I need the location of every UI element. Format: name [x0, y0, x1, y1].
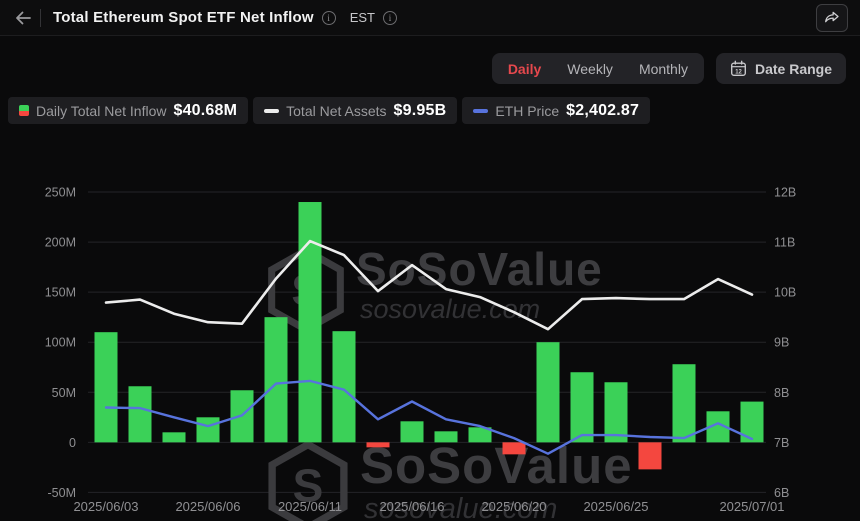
- inflow-bar[interactable]: [570, 372, 594, 443]
- legend-value: $9.95B: [393, 101, 447, 119]
- right-axis-tick: 8B: [774, 386, 789, 400]
- x-axis-label: 2025/06/25: [583, 499, 648, 514]
- inflow-bar[interactable]: [706, 411, 730, 443]
- watermark-brand: SoSoValue: [360, 437, 633, 494]
- watermark-brand: SoSoValue: [356, 243, 603, 295]
- net-assets-line: [104, 239, 754, 331]
- legend-item-eth-price[interactable]: ETH Price $2,402.87: [462, 97, 651, 124]
- right-axis-tick: 10B: [774, 286, 796, 300]
- left-axis-tick: 50M: [52, 386, 76, 400]
- legend-value: $40.68M: [173, 101, 238, 119]
- inflow-bar[interactable]: [468, 427, 492, 443]
- right-axis-tick: 6B: [774, 486, 789, 500]
- legend-label: ETH Price: [495, 102, 560, 119]
- x-axis-label: 2025/06/11: [278, 499, 342, 514]
- bar-marker-icon: [19, 105, 29, 116]
- legend-value: $2,402.87: [566, 101, 640, 119]
- date-range-label: Date Range: [754, 60, 832, 77]
- left-axis-tick: -50M: [48, 486, 76, 500]
- header-divider: [40, 8, 41, 27]
- watermark-domain: sosovalue.com: [364, 493, 558, 521]
- inflow-bar[interactable]: [366, 442, 390, 448]
- legend-item-net-inflow[interactable]: Daily Total Net Inflow $40.68M: [8, 97, 249, 124]
- inflow-bar[interactable]: [264, 317, 288, 443]
- x-axis-label: 2025/06/03: [73, 499, 138, 514]
- inflow-bar[interactable]: [638, 442, 662, 470]
- back-button[interactable]: [10, 5, 36, 31]
- inflow-bar[interactable]: [604, 382, 628, 443]
- legend-item-net-assets[interactable]: Total Net Assets $9.95B: [253, 97, 458, 124]
- right-axis-tick: 9B: [774, 336, 789, 350]
- left-axis-tick: 100M: [45, 336, 76, 350]
- inflow-bar[interactable]: [672, 364, 696, 443]
- legend-label: Daily Total Net Inflow: [36, 102, 167, 119]
- timezone-label: EST: [349, 10, 375, 25]
- watermark-domain: sosovalue.com: [360, 294, 541, 324]
- inflow-bar[interactable]: [128, 386, 152, 443]
- inflow-bar[interactable]: [536, 342, 560, 443]
- right-axis-tick: 12B: [774, 186, 796, 200]
- x-axis-label: 2025/06/16: [379, 499, 444, 514]
- x-axis-label: 2025/06/06: [175, 499, 240, 514]
- inflow-bar[interactable]: [400, 421, 424, 443]
- back-arrow-icon: [16, 11, 31, 24]
- inflow-bar[interactable]: [740, 401, 764, 443]
- left-axis-tick: 150M: [45, 286, 76, 300]
- chart-legend: Daily Total Net Inflow $40.68M Total Net…: [8, 97, 651, 124]
- inflow-bar[interactable]: [230, 390, 254, 443]
- tab-daily[interactable]: Daily: [507, 60, 542, 77]
- white-line-marker-icon: [264, 108, 280, 113]
- svg-text:S: S: [293, 460, 324, 512]
- left-axis-tick: 250M: [45, 186, 76, 200]
- inflow-bar[interactable]: [94, 332, 118, 443]
- inflow-bar[interactable]: [434, 431, 458, 443]
- calendar-icon: 12: [730, 60, 746, 76]
- share-button[interactable]: [816, 4, 848, 32]
- title-info-icon[interactable]: i: [321, 10, 336, 25]
- right-axis-tick: 11B: [774, 236, 795, 250]
- toolbar: Daily Weekly Monthly 12 Date Range: [491, 53, 846, 84]
- blue-line-marker-icon: [473, 108, 489, 113]
- left-axis-tick: 200M: [45, 236, 76, 250]
- tab-monthly[interactable]: Monthly: [638, 60, 688, 77]
- timezone-info-icon[interactable]: i: [382, 10, 397, 25]
- header: Total Ethereum Spot ETF Net Inflow i EST…: [0, 0, 860, 36]
- inflow-bar[interactable]: [162, 432, 186, 443]
- date-range-button[interactable]: 12 Date Range: [715, 53, 846, 84]
- sosovalue-logo-icon: S: [268, 440, 348, 521]
- inflow-bar[interactable]: [196, 417, 220, 443]
- inflow-bar[interactable]: [502, 442, 526, 455]
- page-title: Total Ethereum Spot ETF Net Inflow: [53, 9, 314, 26]
- period-tabs: Daily Weekly Monthly: [491, 53, 704, 84]
- svg-text:12: 12: [735, 69, 742, 75]
- x-axis-label: 2025/06/20: [481, 499, 546, 514]
- share-icon: [825, 11, 839, 23]
- tab-weekly[interactable]: Weekly: [567, 60, 613, 77]
- watermark: S SoSoValue sosovalue.com: [262, 440, 633, 521]
- inflow-bar[interactable]: [332, 331, 356, 443]
- left-axis-tick: 0: [69, 436, 76, 450]
- inflow-bar[interactable]: [298, 202, 322, 443]
- right-axis-tick: 7B: [774, 436, 789, 450]
- legend-label: Total Net Assets: [286, 102, 387, 119]
- x-axis-label: 2025/07/01: [719, 499, 784, 514]
